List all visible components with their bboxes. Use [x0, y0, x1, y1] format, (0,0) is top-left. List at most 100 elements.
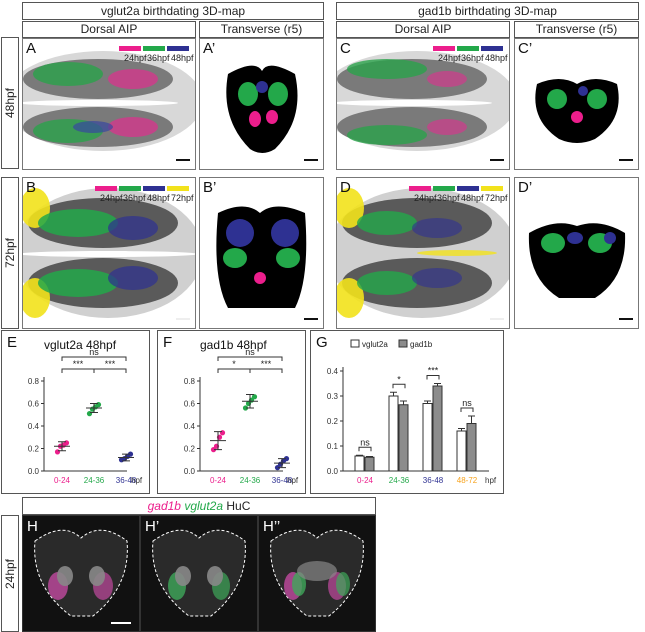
panel-letter-E: E	[7, 334, 18, 351]
panel-letter-G: G	[316, 334, 328, 351]
panel-Hp-image: H’	[140, 515, 258, 632]
bar	[398, 404, 409, 472]
panel-Cp-transverse-image: C’	[514, 38, 639, 170]
significance-label: ***	[105, 359, 116, 369]
panel-Ap-transverse-image: A’	[199, 38, 324, 170]
data-point	[210, 447, 217, 453]
y-tick-label: 0.8	[28, 377, 40, 386]
data-point	[127, 451, 134, 457]
x-tick-label: 0-24	[357, 476, 374, 485]
panel-letter-Bp: B’	[203, 179, 217, 196]
legend-label: 24hpf	[100, 193, 123, 203]
significance-label: ***	[261, 359, 272, 369]
transverse-section-Ap	[226, 65, 298, 153]
legend-label: 36hpf	[147, 53, 170, 63]
x-tick-label: 36-48	[272, 476, 293, 485]
data-point	[219, 430, 226, 436]
legend-label: 24hpf	[438, 53, 461, 63]
legend-label: 24hpf	[414, 193, 437, 203]
panel-letter-D: D	[340, 179, 351, 196]
bar-chart-comparison: 0.0 0.1 0.2 0.3 0.4 vglut2a gad1b 0-24 ns 24-36 * 3…	[327, 339, 497, 485]
bar	[388, 395, 399, 472]
legend-swatch-24	[409, 186, 431, 191]
scale-bar	[176, 159, 190, 161]
legend-swatch-24	[433, 46, 455, 51]
panel-G-chart: G 0.0 0.1 0.2 0.3 0.4 vglut2a gad1b 0-24 ns 24-36…	[310, 330, 504, 494]
data-point	[63, 440, 70, 446]
legend-label: 36hpf	[461, 53, 484, 63]
huc-image-Hp	[152, 529, 246, 617]
legend-swatch-24	[95, 186, 117, 191]
panel-H-image: H	[22, 515, 140, 632]
y-tick-label: 0.0	[28, 467, 40, 476]
row-label-48hpf: 48hpf	[1, 37, 19, 169]
gad1b-header: gad1b birthdating 3D-map	[336, 2, 639, 20]
brain-dorsal-image-A	[23, 51, 195, 151]
x-unit-label: hpf	[287, 476, 299, 485]
gad1b-label: gad1b	[147, 499, 181, 513]
data-point	[86, 411, 93, 417]
significance-bracket	[392, 383, 406, 389]
bar	[466, 423, 477, 472]
data-point	[95, 402, 102, 408]
legend-label: 48hpf	[171, 53, 194, 63]
brain-dorsal-image-C	[337, 51, 509, 151]
data-point	[54, 449, 61, 455]
significance-label: ***	[73, 359, 84, 369]
legend-swatch-36	[433, 186, 455, 191]
panel-Dp-transverse-image: D’	[514, 177, 639, 329]
scale-bar	[490, 159, 504, 161]
vglut2a-label: vglut2a	[184, 499, 224, 513]
x-tick-label: 24-36	[84, 476, 105, 485]
transverse-section-Dp	[528, 223, 626, 298]
y-tick-label: 0.8	[184, 377, 196, 386]
bar	[364, 456, 375, 472]
y-tick-label: 0.2	[28, 445, 40, 454]
panel-C-dorsal-image: C 24hpf 36hpf 48hpf	[336, 38, 510, 170]
significance-bracket	[358, 446, 372, 452]
transverse-section-Cp	[535, 79, 619, 143]
panel-letter-Hp: H’	[145, 518, 160, 535]
y-tick-label: 0.4	[327, 367, 339, 376]
panel-A-dorsal-image: A 24hpf 36hpf 48hpf	[22, 38, 196, 170]
significance-bracket	[61, 368, 95, 373]
panel-letter-Hpp: H’’	[263, 518, 281, 535]
x-tick-label: 24-36	[240, 476, 261, 485]
panel-letter-H: H	[27, 518, 38, 535]
legend-label: 48hpf	[147, 193, 170, 203]
scale-bar	[619, 159, 633, 161]
y-tick-label: 0.6	[28, 400, 40, 409]
y-tick-label: 0.0	[327, 467, 339, 476]
chart-title: vglut2a 48hpf	[44, 338, 117, 352]
dorsal-label-A: Dorsal AIP	[22, 21, 196, 38]
data-point	[283, 456, 290, 462]
significance-label: *	[232, 359, 236, 369]
legend-label: 48hpf	[461, 193, 484, 203]
panel-letter-C: C	[340, 40, 351, 57]
panel-D-dorsal-image: D 24hpf 36hpf 48hpf 72hpf	[336, 177, 510, 329]
significance-label: ns	[360, 437, 370, 447]
scale-bar	[490, 318, 504, 320]
scale-bar	[619, 318, 633, 320]
significance-bracket	[460, 407, 474, 412]
panel-E-chart: E vglut2a 48hpf 0.0 0.2 0.4 0.6 0.8 0-24 24-36 3…	[1, 330, 150, 494]
y-tick-label: 0.1	[327, 442, 339, 451]
panel-Bp-transverse-image: B’	[199, 177, 324, 329]
y-tick-label: 0.4	[184, 422, 196, 431]
scale-bar	[304, 318, 318, 320]
significance-bracket	[93, 368, 127, 373]
bar	[354, 455, 365, 472]
panel-letter-F: F	[163, 334, 173, 351]
legend-swatch-72	[167, 186, 189, 191]
significance-bracket	[249, 368, 283, 373]
legend-swatch	[350, 339, 360, 348]
legend-label: vglut2a	[362, 340, 388, 349]
legend-label: 72hpf	[171, 193, 194, 203]
row-label-72hpf: 72hpf	[1, 177, 19, 329]
y-tick-label: 0.6	[184, 400, 196, 409]
huc-header: gad1b vglut2a HuC	[22, 497, 376, 515]
legend-swatch-36	[457, 46, 479, 51]
legend-label: 24hpf	[124, 53, 147, 63]
huc-image-Hpp	[270, 529, 364, 617]
y-tick-label: 0.4	[28, 422, 40, 431]
